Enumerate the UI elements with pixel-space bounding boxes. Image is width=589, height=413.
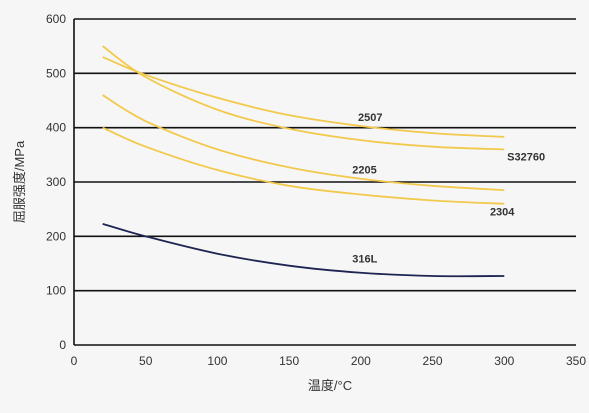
x-axis-title: 温度/°C	[308, 378, 352, 393]
series-lines	[102, 45, 505, 278]
series-line-2304	[102, 126, 505, 205]
series-labels: 2507 S32760 2205 2304 316L	[352, 112, 545, 265]
x-tick-label: 100	[207, 354, 227, 368]
x-tick-label: 150	[279, 354, 299, 368]
x-tick-label: 50	[139, 354, 153, 368]
series-line-316l	[102, 222, 505, 278]
y-tick-label: 600	[46, 12, 66, 26]
x-tick-label: 300	[494, 354, 514, 368]
x-tick-label: 200	[351, 354, 371, 368]
y-tick-label: 500	[46, 66, 66, 80]
series-line-s32760	[102, 45, 505, 151]
series-label-2507: 2507	[358, 112, 382, 124]
series-label-2304: 2304	[490, 207, 515, 219]
y-tick-label: 0	[59, 338, 66, 352]
series-line-2507	[102, 56, 505, 138]
x-tick-label: 250	[423, 354, 443, 368]
series-line-2205	[102, 94, 505, 192]
series-label-s32760: S32760	[507, 151, 545, 163]
y-tick-label: 200	[46, 229, 66, 243]
grid-lines	[74, 18, 576, 292]
series-label-2205: 2205	[352, 164, 376, 176]
series-label-316l: 316L	[352, 253, 377, 265]
y-tick-label: 300	[46, 175, 66, 189]
y-axis-title: 屈服强度/MPa	[12, 140, 27, 223]
axes: 0 100 200 300 400 500 600 0 50 100 150 200 250 300 350	[46, 12, 586, 368]
x-tick-label: 350	[566, 354, 586, 368]
y-tick-label: 100	[46, 284, 66, 298]
x-tick-label: 0	[71, 354, 78, 368]
y-tick-label: 400	[46, 121, 66, 135]
